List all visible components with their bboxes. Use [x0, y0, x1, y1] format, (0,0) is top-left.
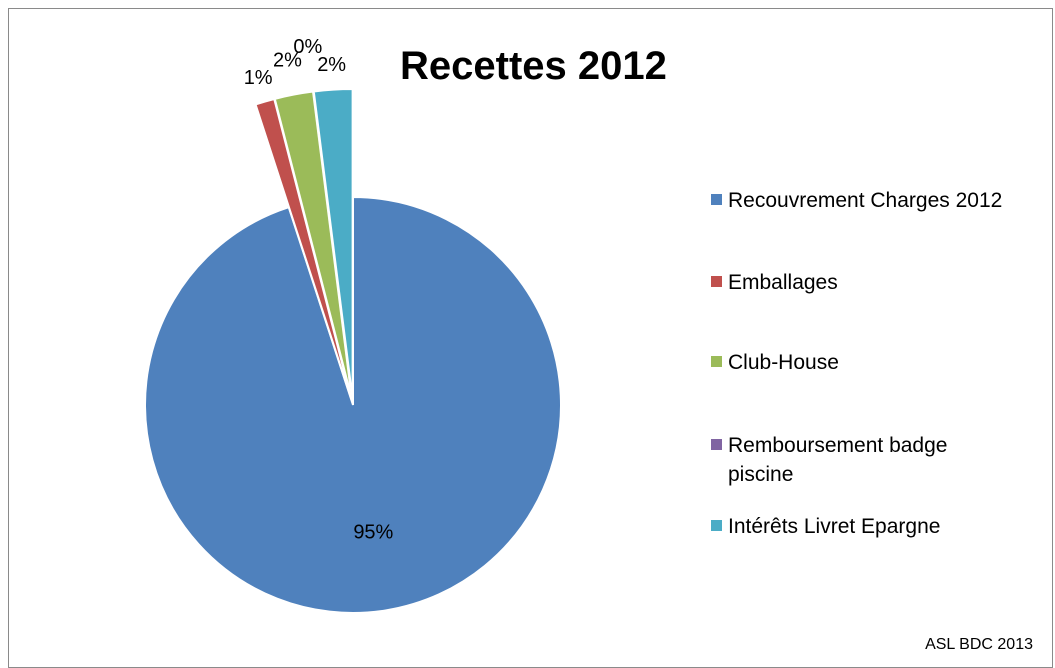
- chart-title: Recettes 2012: [400, 44, 667, 88]
- legend-label: Recouvrement Charges 2012: [728, 189, 1003, 212]
- slice-data-label: 2%: [273, 49, 302, 71]
- slice-data-label: 2%: [317, 54, 346, 76]
- slice-data-label: 95%: [353, 522, 393, 544]
- legend-label: Club-House: [728, 351, 839, 374]
- legend-item-recouvrement: Recouvrement Charges 2012: [711, 186, 1048, 215]
- pie-chart: 95%1%2%0%2%: [144, 36, 562, 614]
- legend-label: Intérêts Livret Epargne: [728, 515, 941, 538]
- legend-item-interets: Intérêts Livret Epargne: [711, 512, 1048, 541]
- legend-swatch: [711, 520, 722, 531]
- legend-item-club-house: Club-House: [711, 348, 1048, 377]
- legend-label: Emballages: [728, 271, 838, 294]
- legend-swatch: [711, 276, 722, 287]
- legend-swatch: [711, 356, 722, 367]
- legend-label: Remboursement badge piscine: [728, 434, 948, 486]
- legend-item-remboursement: Remboursement badge piscine: [711, 431, 1008, 489]
- legend-swatch: [711, 439, 722, 450]
- slice-data-label: 0%: [293, 36, 322, 58]
- legend-item-emballages: Emballages: [711, 268, 1048, 297]
- slice-data-label: 1%: [244, 67, 273, 89]
- pie-slice: [144, 195, 562, 614]
- footer-credit: ASL BDC 2013: [925, 636, 1033, 653]
- pie-slice: [312, 88, 354, 400]
- legend-swatch: [711, 194, 722, 205]
